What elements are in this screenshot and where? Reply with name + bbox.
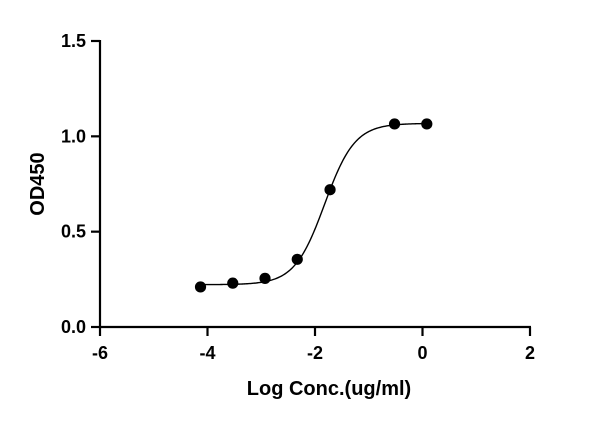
- x-tick-label: -6: [92, 343, 108, 363]
- data-point: [194, 281, 207, 293]
- x-tick-label: -4: [199, 343, 215, 363]
- x-tick-label: -2: [307, 343, 323, 363]
- data-point: [259, 272, 271, 284]
- fit-curve: [200, 122, 427, 286]
- data-point: [324, 184, 336, 196]
- y-axis-label: OD450: [27, 152, 49, 215]
- data-point: [291, 253, 303, 265]
- x-axis-label: Log Conc.(ug/ml): [247, 378, 411, 400]
- x-tick-label: 0: [417, 343, 427, 363]
- x-tick-label: 2: [525, 343, 535, 363]
- y-tick-label: 0.0: [61, 317, 86, 337]
- data-point: [227, 277, 239, 289]
- data-point: [421, 118, 433, 130]
- data-point: [388, 118, 401, 130]
- x-ticks: -6 -4 -2 0 2: [92, 327, 535, 363]
- data-points: [194, 118, 433, 293]
- y-tick-label: 0.5: [61, 222, 86, 242]
- y-tick-label: 1.5: [61, 31, 86, 51]
- y-tick-label: 1.0: [61, 126, 86, 146]
- y-ticks: 0.0 0.5 1.0 1.5: [61, 31, 100, 337]
